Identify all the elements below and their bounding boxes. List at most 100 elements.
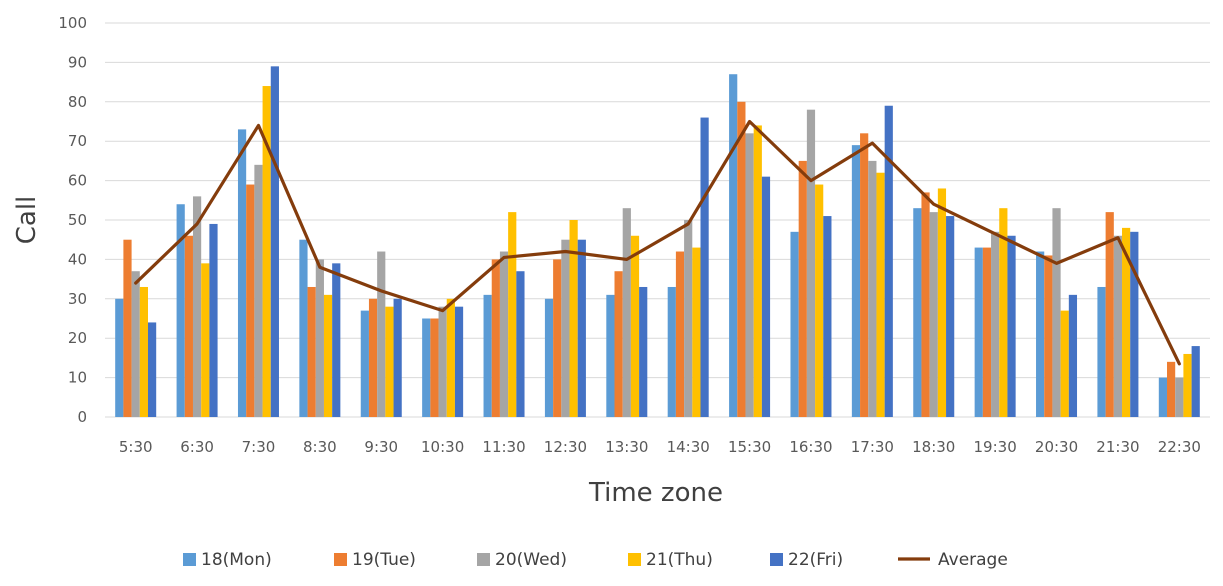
legend-label: 21(Thu): [646, 550, 713, 570]
y-tick-label: 40: [68, 250, 87, 268]
x-tick-label: 22:30: [1158, 438, 1201, 456]
bar: [123, 239, 132, 417]
bar: [913, 208, 922, 417]
bar: [937, 188, 947, 417]
bar: [614, 271, 623, 417]
bar: [385, 306, 394, 417]
bar: [639, 286, 648, 417]
bar: [516, 271, 525, 417]
bar: [815, 184, 824, 417]
y-tick-label: 80: [68, 93, 87, 111]
bar: [454, 306, 464, 417]
y-tick-label: 70: [68, 132, 87, 150]
bar: [745, 133, 754, 417]
average-line-layer: [134, 119, 1181, 366]
legend-label: 22(Fri): [788, 550, 843, 570]
bar: [544, 298, 554, 417]
bar: [176, 204, 185, 417]
y-axis: 0 10 20 30 40 50 60 70 80 90 100: [58, 14, 87, 426]
bar: [946, 216, 955, 417]
bar: [553, 259, 562, 417]
x-tick-label: 14:30: [667, 438, 710, 456]
x-tick-label: 6:30: [180, 438, 214, 456]
bar: [1105, 212, 1114, 417]
x-tick-label: 15:30: [728, 438, 771, 456]
bar: [692, 247, 701, 417]
bar: [368, 298, 378, 417]
bar: [508, 212, 517, 417]
y-tick-label: 60: [68, 172, 87, 190]
bar: [577, 239, 586, 417]
bar: [147, 322, 157, 417]
legend-swatch: [477, 553, 490, 566]
bar: [675, 251, 685, 417]
bar: [483, 294, 492, 417]
bar: [700, 117, 709, 417]
legend-item: 18(Mon): [183, 550, 272, 570]
bar: [753, 125, 762, 417]
bar: [299, 239, 308, 417]
bar: [377, 251, 386, 417]
bar: [823, 216, 832, 417]
bar: [323, 294, 333, 417]
bar: [561, 239, 570, 417]
bar: [1097, 286, 1106, 417]
bar: [929, 212, 938, 417]
bar: [790, 231, 799, 417]
legend: 18(Mon) 19(Tue) 20(Wed) 21(Thu) 22(Fri) Avera…: [183, 550, 1008, 570]
legend-item: 19(Tue): [334, 550, 416, 570]
bar: [422, 318, 431, 417]
bar: [184, 235, 193, 417]
bar-series: [131, 109, 1184, 418]
legend-label: Average: [938, 550, 1008, 570]
legend-swatch: [628, 553, 641, 566]
bar: [569, 220, 578, 417]
legend-item: 20(Wed): [477, 550, 567, 570]
bar: [876, 172, 885, 417]
bar: [884, 105, 893, 418]
bar: [491, 259, 500, 417]
bar: [1036, 251, 1045, 417]
bar: [246, 184, 255, 417]
bar: [729, 74, 738, 417]
bar: [737, 101, 746, 418]
bar: [999, 208, 1008, 417]
x-tick-label: 12:30: [544, 438, 587, 456]
x-tick-label: 17:30: [851, 438, 894, 456]
y-tick-label: 0: [77, 408, 87, 426]
bar: [1175, 377, 1184, 417]
bar: [1044, 255, 1053, 417]
y-tick-label: 20: [68, 329, 87, 347]
bar: [606, 294, 615, 417]
bar: [262, 86, 271, 417]
x-tick-label: 10:30: [421, 438, 464, 456]
x-axis-title: Time zone: [588, 478, 723, 508]
legend-item: 21(Thu): [628, 550, 713, 570]
bar: [667, 286, 676, 417]
bar-series: [123, 101, 1176, 418]
x-tick-label: 20:30: [1035, 438, 1078, 456]
bar: [798, 160, 807, 417]
bar: [974, 247, 983, 417]
y-axis-title: Call: [12, 196, 42, 245]
bar: [139, 286, 148, 417]
y-tick-label: 10: [68, 369, 87, 387]
bar: [806, 109, 816, 418]
legend-label: 19(Tue): [352, 550, 416, 570]
bar: [131, 271, 140, 417]
bar: [446, 298, 455, 417]
legend-swatch: [334, 553, 347, 566]
x-tick-label: 16:30: [789, 438, 832, 456]
bar: [254, 164, 263, 417]
bar: [921, 192, 930, 417]
bar-series: [115, 74, 1168, 417]
bar: [622, 208, 631, 417]
bar: [1068, 294, 1078, 417]
bar: [438, 306, 447, 417]
bar: [1191, 346, 1200, 417]
x-tick-label: 7:30: [242, 438, 276, 456]
y-tick-label: 90: [68, 53, 87, 71]
x-tick-label: 13:30: [605, 438, 648, 456]
x-tick-label: 5:30: [119, 438, 153, 456]
